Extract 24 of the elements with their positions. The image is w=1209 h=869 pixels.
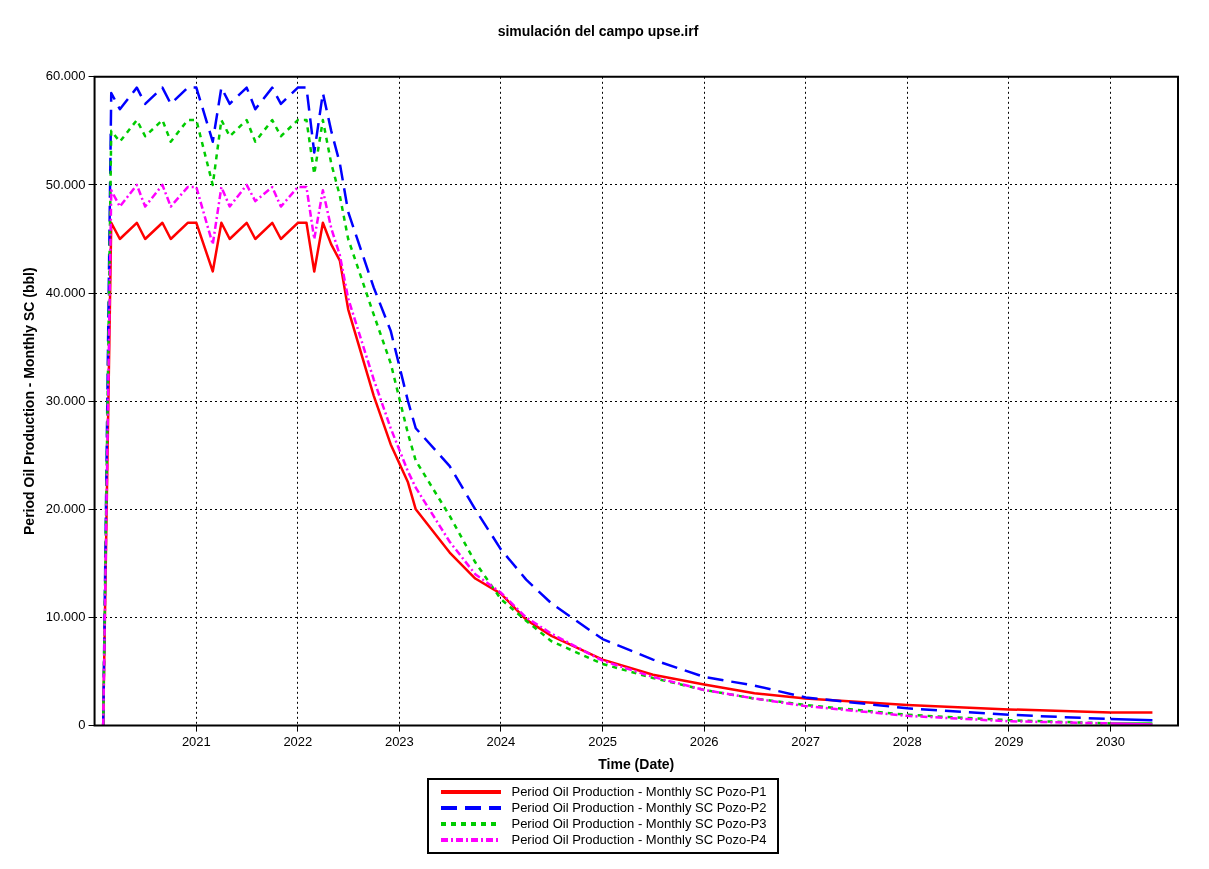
y-tick-label: 30.000: [45, 392, 86, 408]
y-tick-label: 50.000: [45, 176, 86, 192]
x-tick-label: 2028: [892, 733, 922, 749]
x-tick-label: 2026: [689, 733, 719, 749]
x-tick-label: 2025: [588, 733, 618, 749]
y-axis-title: Period Oil Production - Monthly SC (bbl): [21, 267, 38, 535]
y-tick-label: 0: [78, 717, 86, 733]
x-tick-label: 2030: [1095, 733, 1125, 749]
x-tick-label: 2022: [283, 733, 313, 749]
x-tick-label: 2023: [384, 733, 414, 749]
legend-label: Period Oil Production - Monthly SC Pozo-P2: [511, 800, 767, 816]
y-tick-label: 40.000: [45, 284, 86, 300]
y-tick-label: 10.000: [45, 609, 86, 625]
chart-title: simulación del campo upse.irf: [497, 23, 699, 40]
x-tick-label: 2021: [181, 733, 211, 749]
x-tick-label: 2027: [791, 733, 821, 749]
x-axis-title: Time (Date): [598, 756, 675, 773]
y-tick-label: 60.000: [45, 68, 86, 84]
legend-label: Period Oil Production - Monthly SC Pozo-P4: [511, 832, 767, 848]
y-tick-label: 20.000: [45, 500, 86, 516]
legend-label: Period Oil Production - Monthly SC Pozo-P1: [511, 784, 767, 800]
x-tick-label: 2029: [994, 733, 1024, 749]
x-tick-label: 2024: [486, 733, 516, 749]
legend-label: Period Oil Production - Monthly SC Pozo-P3: [511, 816, 767, 832]
